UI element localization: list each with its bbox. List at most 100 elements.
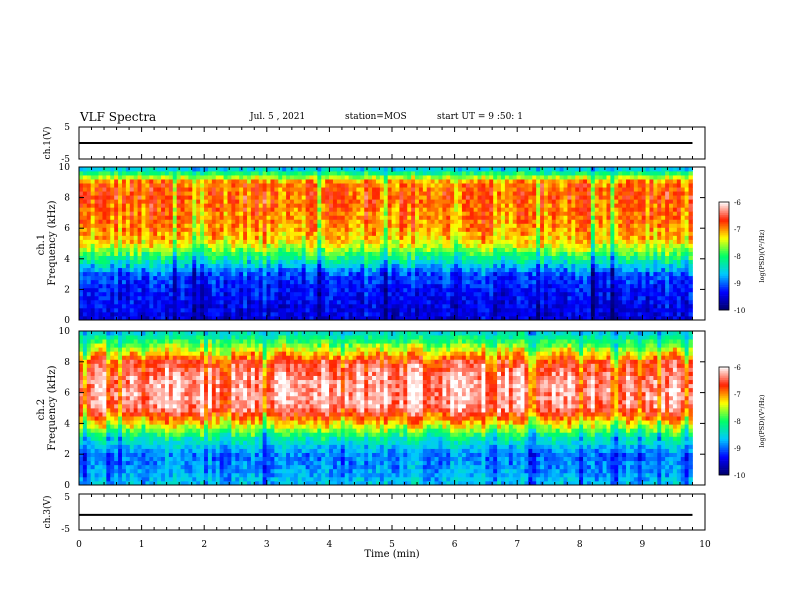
spectrogram-cell: [227, 303, 232, 309]
spectrogram-cell: [204, 179, 209, 184]
spectrogram-cell: [446, 287, 451, 293]
spectrogram-cell: [418, 279, 424, 285]
spectrogram-cell: [129, 227, 135, 232]
spectrogram-cell: [250, 223, 256, 228]
spectrogram-cell: [454, 267, 459, 273]
spectrogram-cell: [465, 243, 471, 248]
spectrogram-cell: [395, 315, 400, 321]
spectrogram-cell: [247, 207, 252, 212]
spectrogram-cell: [110, 247, 115, 252]
spectrogram-cell: [204, 199, 209, 204]
spectrogram-cell: [293, 279, 299, 285]
spectrogram-cell: [86, 259, 92, 265]
spectrogram-cell: [262, 239, 267, 244]
spectrogram-cell: [356, 295, 361, 301]
spectrogram-cell: [391, 251, 396, 256]
spectrogram-cell: [415, 247, 420, 252]
spectrogram-cell: [520, 235, 525, 240]
spectrogram-cell: [551, 299, 557, 305]
spectrogram-cell: [82, 203, 88, 208]
spectrogram-cell: [360, 223, 365, 228]
spectrogram-cell: [559, 315, 564, 321]
spectrogram-cell: [426, 255, 432, 261]
spectrogram-cell: [497, 207, 502, 212]
spectrogram-cell: [114, 203, 119, 208]
spectrogram-cell: [231, 275, 236, 281]
spectrogram-cell: [501, 195, 506, 200]
spectrogram-cell: [149, 171, 154, 176]
spectrogram-cell: [278, 167, 283, 172]
spectrogram-cell: [528, 303, 533, 309]
spectrogram-cell: [239, 243, 244, 248]
spectrogram-cell: [516, 231, 521, 236]
spectrogram-cell: [454, 303, 459, 309]
spectrogram-cell: [454, 271, 459, 277]
spectrogram-cell: [188, 251, 193, 256]
spectrogram-cell: [555, 207, 561, 212]
spectrogram-cell: [375, 251, 381, 256]
spectrogram-cell: [485, 171, 490, 176]
spectrogram-cell: [508, 207, 514, 212]
spectrogram-cell: [391, 231, 396, 236]
spectrogram-cell: [348, 231, 353, 236]
spectrogram-cell: [290, 239, 295, 244]
spectrogram-cell: [325, 183, 330, 188]
spectrogram-cell: [501, 215, 506, 220]
spectrogram-cell: [106, 211, 111, 216]
spectrogram-cell: [94, 303, 99, 309]
spectrogram-cell: [325, 287, 330, 293]
spectrogram-cell: [211, 311, 217, 317]
spectrogram-cell: [149, 291, 154, 297]
spectrogram-cell: [82, 263, 88, 269]
spectrogram-cell: [149, 263, 154, 269]
spectrogram-cell: [282, 267, 287, 273]
spectrogram-cell: [290, 275, 295, 281]
spectrogram-cell: [290, 279, 295, 285]
spectrogram-cell: [497, 315, 502, 321]
spectrogram-cell: [469, 183, 475, 188]
spectrogram-cell: [434, 243, 439, 248]
spectrogram-cell: [184, 203, 189, 208]
spectrogram-cell: [290, 183, 295, 188]
spectrogram-cell: [215, 203, 221, 208]
spectrogram-cell: [508, 179, 514, 184]
spectrogram-cell: [301, 211, 307, 216]
spectrogram-cell: [352, 259, 357, 265]
spectrogram-cell: [149, 287, 154, 293]
spectrogram-cell: [325, 203, 330, 208]
spectrogram-cell: [391, 167, 396, 172]
spectrogram-cell: [168, 283, 174, 289]
spectrogram-cell: [348, 219, 353, 224]
spectrogram-cell: [332, 223, 338, 228]
spectrogram-cell: [317, 243, 322, 248]
spectrogram-cell: [407, 167, 412, 172]
spectrogram-cell: [450, 295, 455, 301]
spectrogram-cell: [227, 227, 232, 232]
spectrogram-cell: [501, 219, 506, 224]
spectrogram-cell: [247, 219, 252, 224]
spectrogram-cell: [110, 175, 115, 180]
spectrogram-cell: [118, 219, 123, 224]
spectrogram-cell: [262, 287, 267, 293]
spectrogram-cell: [442, 267, 447, 273]
spectrogram-cell: [262, 255, 267, 261]
spectrogram-cell: [219, 259, 224, 265]
spectrogram-cell: [504, 259, 510, 265]
spectrogram-cell: [86, 311, 92, 317]
spectrogram-cell: [407, 231, 412, 236]
spectrogram-cell: [125, 291, 131, 297]
spectrogram-cell: [102, 191, 107, 196]
spectrogram-cell: [301, 187, 307, 192]
spectrogram-cell: [567, 303, 572, 309]
spectrogram-cell: [231, 311, 236, 317]
spectrogram-cell: [141, 203, 146, 208]
spectrogram-cell: [125, 187, 131, 192]
spectrogram-cell: [121, 311, 127, 317]
spectrogram-cell: [207, 215, 213, 220]
spectrogram-cell: [118, 315, 123, 321]
spectrogram-cell: [98, 203, 103, 208]
spectrogram-cell: [364, 291, 369, 297]
spectrogram-cell: [133, 235, 139, 240]
spectrogram-cell: [247, 227, 252, 232]
spectrogram-cell: [512, 227, 518, 232]
